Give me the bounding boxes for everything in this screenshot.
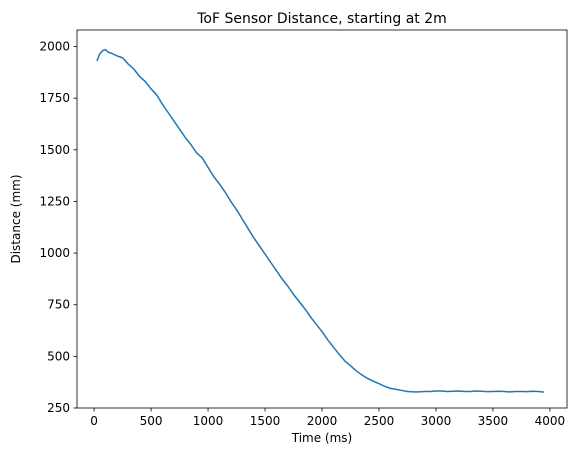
y-axis-label: Distance (mm) — [9, 174, 23, 263]
y-tick-label: 1250 — [39, 194, 70, 208]
x-tick-label: 2500 — [364, 414, 395, 428]
plot-frame — [76, 29, 568, 409]
x-tick-label: 1500 — [250, 414, 281, 428]
x-tick-label: 0 — [90, 414, 98, 428]
x-tick-label: 4000 — [535, 414, 566, 428]
x-tick-label: 3500 — [478, 414, 509, 428]
x-tick-label: 500 — [140, 414, 163, 428]
y-tick-label: 750 — [47, 298, 70, 312]
x-tick-label: 1000 — [193, 414, 224, 428]
y-tick-label: 250 — [47, 401, 70, 415]
y-tick-label: 2000 — [39, 40, 70, 54]
x-axis-label: Time (ms) — [291, 431, 353, 445]
y-axis-ticks: 250 500 750 1000 1250 1500 1750 2000 — [39, 40, 77, 415]
y-tick-label: 1500 — [39, 143, 70, 157]
y-tick-label: 1750 — [39, 91, 70, 105]
x-tick-label: 2000 — [307, 414, 338, 428]
y-tick-label: 1000 — [39, 246, 70, 260]
x-axis-ticks: 0 500 1000 1500 2000 2500 3000 3500 4000 — [90, 408, 565, 428]
y-tick-label: 500 — [47, 349, 70, 363]
distance-series-line — [96, 48, 545, 393]
x-tick-label: 3000 — [421, 414, 452, 428]
chart-title: ToF Sensor Distance, starting at 2m — [196, 11, 447, 27]
